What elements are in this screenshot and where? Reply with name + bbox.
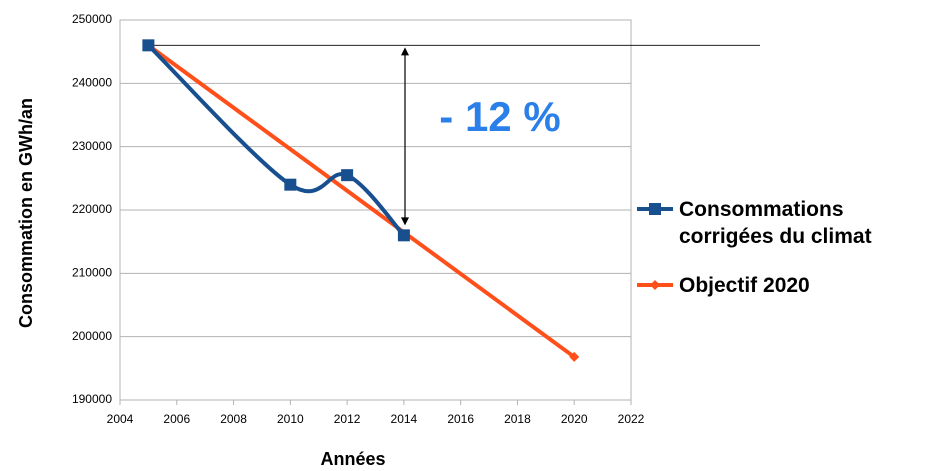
- y-tick-label: 240000: [72, 76, 112, 90]
- y-tick-label: 210000: [72, 266, 112, 280]
- x-tick-label: 2018: [504, 412, 531, 426]
- x-tick-label: 2010: [277, 412, 304, 426]
- x-tick-label: 2012: [334, 412, 361, 426]
- plot-border: [119, 19, 632, 401]
- legend-marker: [649, 203, 661, 215]
- x-tick-label: 2022: [618, 412, 645, 426]
- marker: [142, 39, 155, 52]
- x-axis-title: Années: [320, 449, 385, 469]
- arrow-head: [401, 217, 409, 226]
- legend-label: Objectif 2020: [679, 274, 810, 297]
- marker: [284, 178, 297, 191]
- marker: [341, 169, 354, 182]
- x-tick-label: 2014: [391, 412, 418, 426]
- x-tick-label: 2020: [561, 412, 588, 426]
- y-tick-label: 230000: [72, 139, 112, 153]
- x-tick-label: 2006: [163, 412, 190, 426]
- marker: [569, 351, 580, 362]
- y-tick-label: 250000: [72, 12, 112, 26]
- x-tick-label: 2004: [107, 412, 134, 426]
- marker: [397, 229, 410, 242]
- legend-marker: [650, 280, 660, 290]
- legend-label: Consommations corrigées du climat: [679, 198, 872, 248]
- y-axis-title: Consommation en GWh/an: [16, 98, 36, 328]
- x-tick-label: 2016: [447, 412, 474, 426]
- series-line: [146, 43, 406, 237]
- x-tick-label: 2008: [220, 412, 247, 426]
- y-tick-label: 220000: [72, 202, 112, 216]
- y-tick-label: 200000: [72, 329, 112, 343]
- y-tick-label: 190000: [72, 392, 112, 406]
- arrow-head: [401, 47, 409, 56]
- annotation: - 12 %: [439, 93, 560, 140]
- series-line: [147, 43, 576, 359]
